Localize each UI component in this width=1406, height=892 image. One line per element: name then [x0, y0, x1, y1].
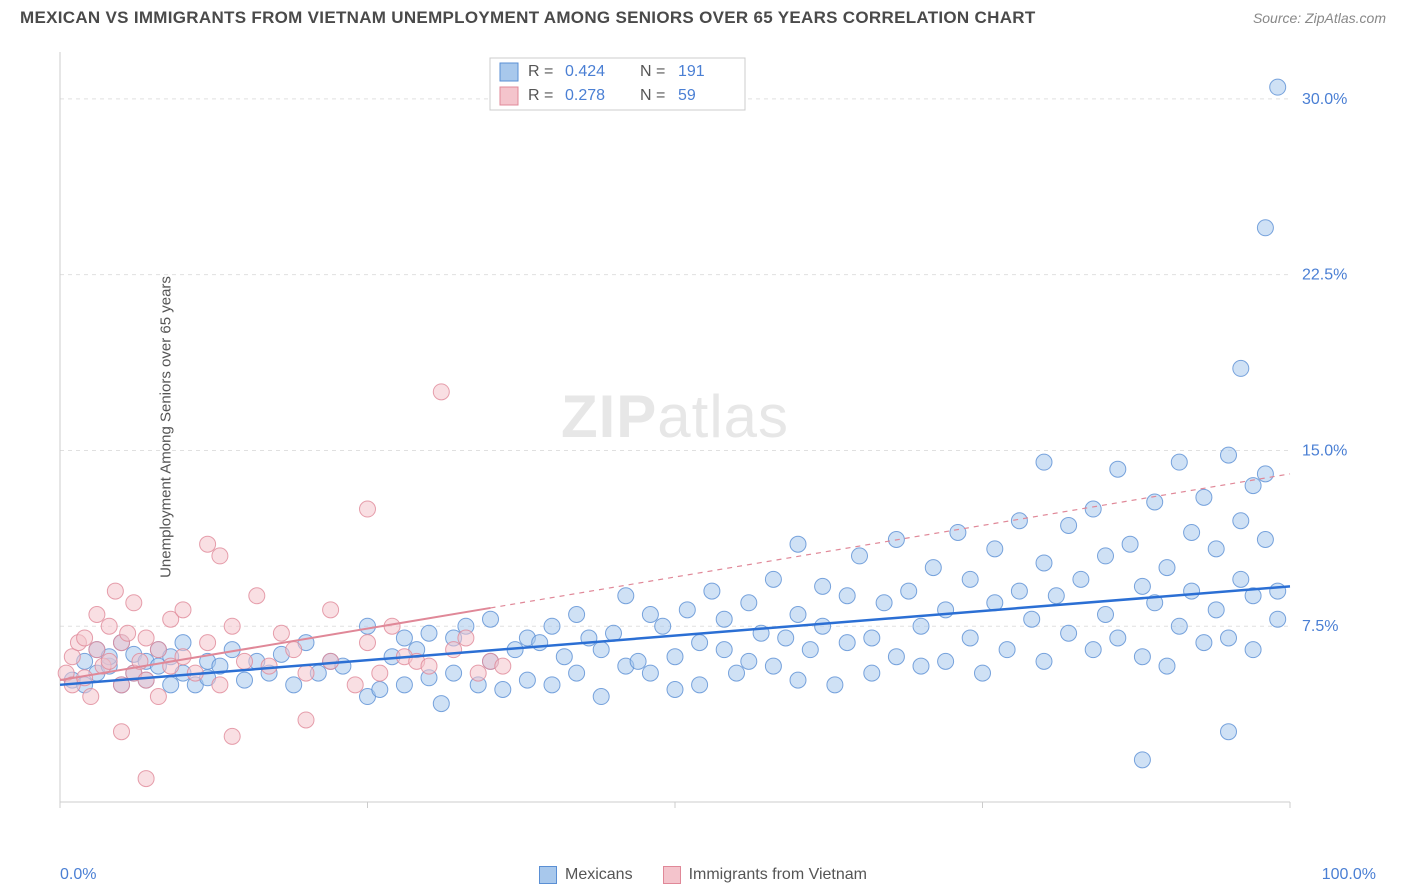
- legend-label: Immigrants from Vietnam: [689, 866, 867, 884]
- scatter-chart: 7.5% 15.0% 22.5% 30.0% ZIPatlas R = 0.424 N = 19…: [50, 32, 1350, 822]
- x-axis-max-label: 100.0%: [1322, 866, 1376, 884]
- chart-source: Source: ZipAtlas.com: [1253, 10, 1386, 26]
- legend: Mexicans Immigrants from Vietnam: [0, 866, 1406, 884]
- svg-text:ZIPatlas: ZIPatlas: [561, 383, 789, 450]
- svg-text:0.424: 0.424: [565, 63, 605, 80]
- svg-text:R =: R =: [528, 63, 553, 80]
- svg-text:191: 191: [678, 63, 705, 80]
- x-axis-min-label: 0.0%: [60, 866, 96, 884]
- svg-text:59: 59: [678, 87, 696, 104]
- legend-item-vietnam: Immigrants from Vietnam: [663, 866, 867, 884]
- svg-text:N =: N =: [640, 87, 665, 104]
- chart-container: Unemployment Among Seniors over 65 years…: [50, 32, 1386, 822]
- legend-item-mexicans: Mexicans: [539, 866, 633, 884]
- chart-title: MEXICAN VS IMMIGRANTS FROM VIETNAM UNEMP…: [20, 8, 1036, 28]
- legend-swatch: [539, 866, 557, 884]
- svg-text:30.0%: 30.0%: [1302, 91, 1347, 108]
- svg-text:7.5%: 7.5%: [1302, 618, 1338, 635]
- svg-text:0.278: 0.278: [565, 87, 605, 104]
- svg-text:22.5%: 22.5%: [1302, 267, 1347, 284]
- legend-swatch: [663, 866, 681, 884]
- svg-text:R =: R =: [528, 87, 553, 104]
- svg-text:N =: N =: [640, 63, 665, 80]
- chart-header: MEXICAN VS IMMIGRANTS FROM VIETNAM UNEMP…: [0, 0, 1406, 32]
- svg-text:15.0%: 15.0%: [1302, 442, 1347, 459]
- y-axis-label: Unemployment Among Seniors over 65 years: [157, 276, 174, 578]
- legend-label: Mexicans: [565, 866, 633, 884]
